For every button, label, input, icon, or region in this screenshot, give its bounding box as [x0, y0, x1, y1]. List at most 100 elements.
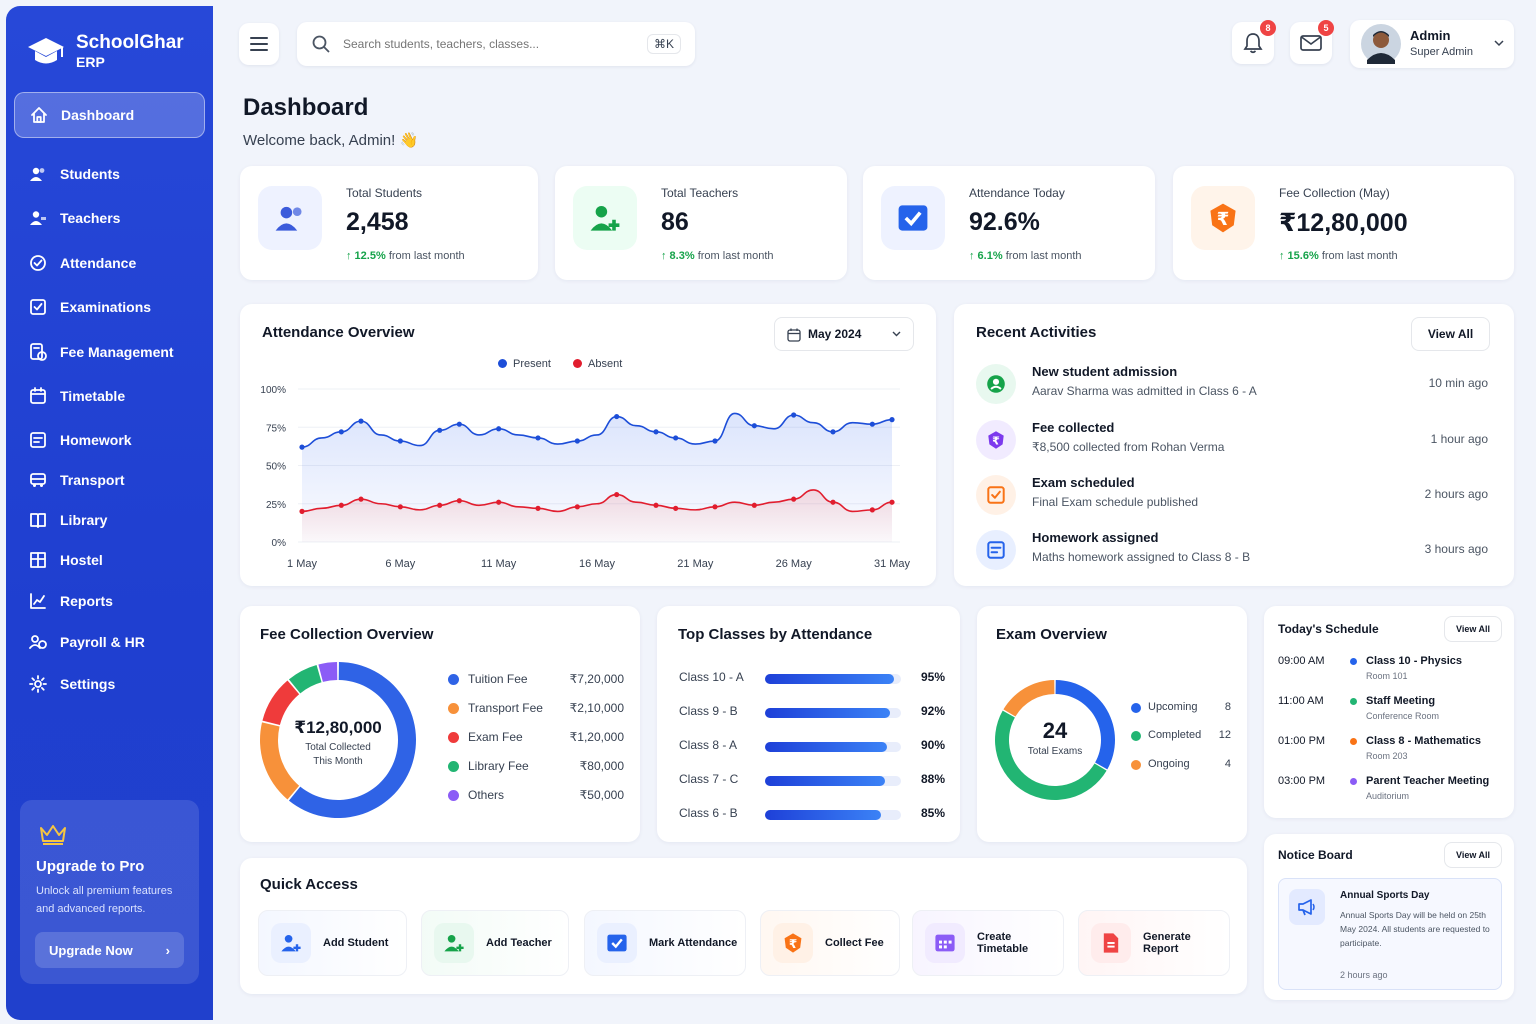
bar-track	[765, 674, 901, 684]
sidebar-item-transport[interactable]: Transport	[14, 457, 205, 503]
fee-legend-item: Library Fee ₹80,000	[448, 757, 624, 777]
x-tick-label: 26 May	[776, 558, 813, 570]
data-point-present	[535, 435, 541, 441]
quick-icon-box: ₹	[773, 923, 813, 963]
activity-item[interactable]: Homework assigned Maths homework assigned…	[976, 526, 1488, 574]
sidebar-item-students[interactable]: Students	[14, 151, 205, 197]
activity-item[interactable]: ₹ Fee collected ₹8,500 collected from Roha…	[976, 416, 1488, 464]
schedule-item[interactable]: 09:00 AM Class 10 - Physics Room 101	[1278, 655, 1502, 691]
data-point-present	[397, 438, 403, 444]
quick-access-label: Create Timetable	[977, 931, 1029, 955]
sidebar-item-homework[interactable]: Homework	[14, 417, 205, 463]
schedule-item[interactable]: 11:00 AM Staff Meeting Conference Room	[1278, 695, 1502, 731]
homework-icon	[987, 541, 1005, 559]
messages-button[interactable]: 5	[1290, 20, 1334, 64]
search-bar[interactable]: ⌘K	[297, 22, 695, 66]
sidebar-item-label: Hostel	[60, 552, 103, 568]
sidebar-item-fee-management[interactable]: Fee Management	[14, 329, 205, 375]
notice-item[interactable]: Annual Sports Day Annual Sports Day will…	[1278, 878, 1502, 990]
sidebar-item-settings[interactable]: Settings	[14, 661, 205, 707]
month-select[interactable]: May 2024	[774, 317, 914, 351]
bar-track	[765, 810, 901, 820]
schedule-card: Today's Schedule View All 09:00 AM Class …	[1264, 606, 1514, 818]
user-menu[interactable]: Admin Super Admin	[1350, 20, 1514, 68]
sidebar-item-teachers[interactable]: Teachers	[14, 195, 205, 241]
teacher-icon	[30, 211, 46, 225]
quick-collect-fee-button[interactable]: ₹ Collect Fee	[760, 910, 900, 976]
schedule-item[interactable]: 03:00 PM Parent Teacher Meeting Auditorium	[1278, 775, 1502, 811]
add-student-icon	[281, 934, 301, 952]
schedule-title-text: Parent Teacher Meeting	[1366, 775, 1490, 787]
data-point-absent	[574, 504, 580, 510]
sidebar-item-attendance[interactable]: Attendance	[14, 240, 205, 286]
notifications-button[interactable]: 8	[1232, 20, 1276, 64]
stat-trend-text: from last month	[1005, 250, 1082, 262]
exam-legend-label: Ongoing	[1148, 758, 1190, 770]
search-input[interactable]	[343, 34, 623, 54]
sidebar-item-payroll-hr[interactable]: Payroll & HR	[14, 619, 205, 665]
activity-item[interactable]: Exam scheduled Final Exam schedule publis…	[976, 471, 1488, 519]
data-point-absent	[456, 498, 462, 504]
sidebar-item-examinations[interactable]: Examinations	[14, 284, 205, 330]
upgrade-now-button[interactable]: Upgrade Now ›	[35, 932, 184, 968]
stat-card-attendance-today[interactable]: Attendance Today 92.6% ↑ 6.1% from last mo…	[863, 166, 1155, 280]
data-point-absent	[535, 505, 541, 511]
sidebar-item-label: Attendance	[60, 255, 137, 271]
notice-item-body: Annual Sports Day will be held on 25th M…	[1340, 910, 1490, 948]
class-value: 90%	[920, 738, 945, 752]
messages-badge: 5	[1318, 20, 1334, 36]
quick-add-student-button[interactable]: Add Student	[258, 910, 407, 976]
stat-label: Fee Collection (May)	[1279, 186, 1390, 200]
stat-card-fee-collection-may[interactable]: ₹ Fee Collection (May) ₹12,80,000 ↑ 15.6% f…	[1173, 166, 1514, 280]
schedule-view-all-button[interactable]: View All	[1444, 616, 1502, 642]
notice-view-all-button[interactable]: View All	[1444, 842, 1502, 868]
data-point-present	[437, 427, 443, 433]
activity-time: 3 hours ago	[1424, 542, 1488, 556]
quick-create-timetable-button[interactable]: Create Timetable	[912, 910, 1064, 976]
exam-legend-item: Upcoming 8	[1131, 700, 1231, 718]
fee-slice	[288, 662, 416, 818]
brand[interactable]: SchoolGhar ERP	[26, 32, 184, 72]
activity-description: ₹8,500 collected from Rohan Verma	[1032, 440, 1225, 454]
activity-icon-box: ₹	[976, 420, 1016, 460]
menu-toggle-button[interactable]	[239, 23, 279, 65]
data-point-present	[830, 429, 836, 435]
activity-item[interactable]: New student admission Aarav Sharma was ad…	[976, 360, 1488, 408]
sidebar-item-timetable[interactable]: Timetable	[14, 373, 205, 419]
activity-icon-box	[976, 364, 1016, 404]
data-point-absent	[358, 496, 364, 502]
classes-title: Top Classes by Attendance	[678, 626, 873, 643]
legend-dot	[1131, 731, 1141, 741]
quick-generate-report-button[interactable]: Generate Report	[1078, 910, 1230, 976]
activity-time: 1 hour ago	[1430, 432, 1488, 446]
attendance-bar	[765, 810, 881, 820]
activities-view-all-button[interactable]: View All	[1411, 317, 1490, 351]
stat-label: Total Teachers	[661, 186, 739, 200]
upgrade-now-label: Upgrade Now	[49, 942, 133, 958]
stat-value: 2,458	[346, 208, 409, 236]
sidebar-item-label: Transport	[60, 472, 125, 488]
fee-legend-value: ₹80,000	[579, 759, 624, 773]
sidebar-item-hostel[interactable]: Hostel	[14, 537, 205, 583]
sidebar-item-reports[interactable]: Reports	[14, 578, 205, 624]
activity-description: Final Exam schedule published	[1032, 495, 1199, 509]
stat-trend-value: ↑ 12.5%	[346, 250, 386, 262]
upgrade-description: Unlock all premium features and advanced…	[36, 885, 173, 915]
schedule-location: Room 101	[1366, 671, 1408, 681]
legend-dot	[448, 732, 459, 743]
legend-present-dot	[498, 359, 507, 368]
stat-label: Total Students	[346, 186, 423, 200]
quick-mark-attendance-button[interactable]: Mark Attendance	[584, 910, 746, 976]
sidebar-item-library[interactable]: Library	[14, 497, 205, 543]
data-point-present	[791, 412, 797, 418]
quick-add-teacher-button[interactable]: Add Teacher	[421, 910, 569, 976]
sidebar-item-dashboard[interactable]: Dashboard	[14, 92, 205, 138]
svg-text:₹: ₹	[1217, 209, 1230, 230]
stat-trend: ↑ 8.3% from last month	[661, 250, 774, 262]
stat-card-total-students[interactable]: Total Students 2,458 ↑ 12.5% from last mon…	[240, 166, 538, 280]
stat-card-total-teachers[interactable]: Total Teachers 86 ↑ 8.3% from last month	[555, 166, 847, 280]
schedule-time: 03:00 PM	[1278, 775, 1326, 787]
data-point-present	[614, 413, 620, 420]
quick-icon-box	[925, 923, 965, 963]
schedule-item[interactable]: 01:00 PM Class 8 - Mathematics Room 203	[1278, 735, 1502, 771]
